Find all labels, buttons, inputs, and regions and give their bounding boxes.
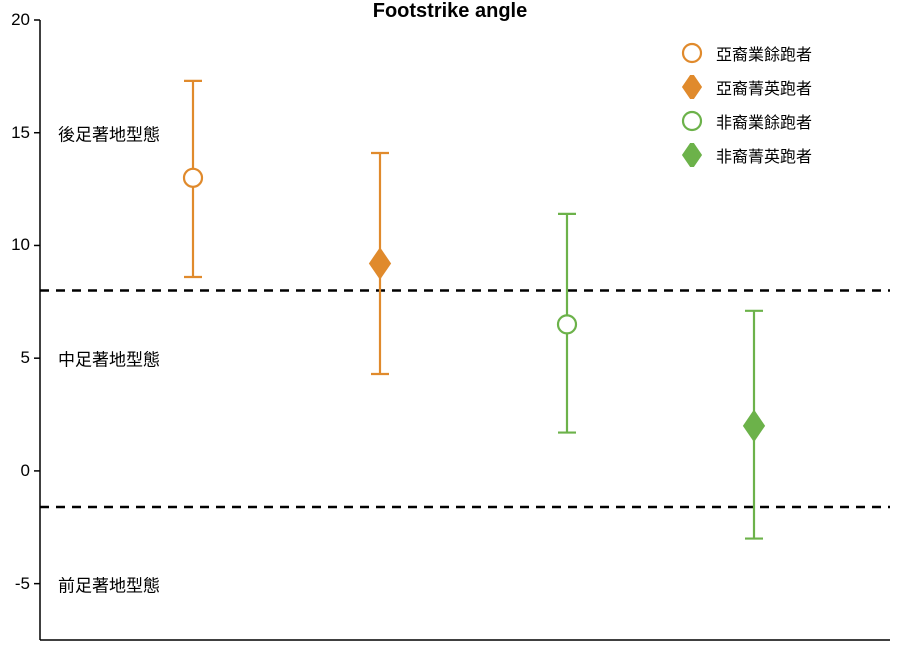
legend-swatch-icon: [680, 75, 704, 99]
series-asian-amateur: [184, 81, 202, 277]
y-tick-label: 20: [11, 10, 30, 30]
y-tick-label: -5: [15, 574, 30, 594]
legend-item-nonasian-elite: 非裔菁英跑者: [680, 138, 812, 172]
marker-circle-open: [558, 315, 576, 333]
marker-circle-open: [184, 169, 202, 187]
marker-diamond-solid: [743, 410, 764, 441]
chart-container: Footstrike angle -505101520後足著地型態中足著地型態前…: [0, 0, 900, 662]
legend-swatch-icon: [680, 41, 704, 65]
series-nonasian-elite: [743, 311, 764, 539]
legend-item-asian-amateur: 亞裔業餘跑者: [680, 36, 812, 70]
legend-label: 亞裔業餘跑者: [716, 41, 812, 65]
region-label: 後足著地型態: [58, 120, 160, 145]
y-tick-label: 5: [21, 348, 30, 368]
legend-item-nonasian-amateur: 非裔業餘跑者: [680, 104, 812, 138]
legend-label: 非裔菁英跑者: [716, 143, 812, 167]
region-label: 中足著地型態: [58, 346, 160, 371]
legend-label: 非裔業餘跑者: [716, 109, 812, 133]
marker-circle-open: [683, 44, 701, 62]
legend-swatch-icon: [680, 143, 704, 167]
legend: 亞裔業餘跑者亞裔菁英跑者非裔業餘跑者非裔菁英跑者: [680, 36, 812, 172]
legend-swatch-icon: [680, 109, 704, 133]
marker-diamond-solid: [683, 143, 702, 167]
y-tick-label: 10: [11, 235, 30, 255]
y-tick-label: 0: [21, 461, 30, 481]
marker-diamond-solid: [683, 75, 702, 99]
series-nonasian-amateur: [558, 214, 576, 433]
marker-diamond-solid: [369, 248, 390, 279]
marker-circle-open: [683, 112, 701, 130]
region-label: 前足著地型態: [58, 571, 160, 596]
series-asian-elite: [369, 153, 390, 374]
y-tick-label: 15: [11, 123, 30, 143]
legend-item-asian-elite: 亞裔菁英跑者: [680, 70, 812, 104]
legend-label: 亞裔菁英跑者: [716, 75, 812, 99]
